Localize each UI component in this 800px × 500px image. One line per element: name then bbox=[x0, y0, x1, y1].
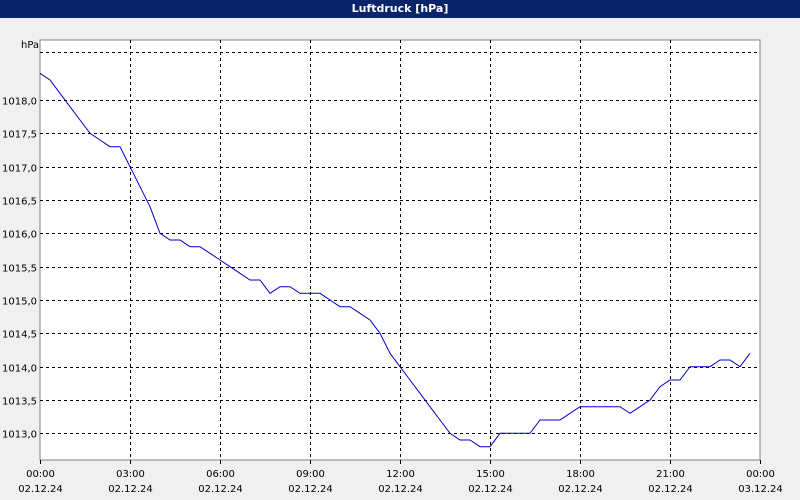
y-tick-label: 1016,5 bbox=[2, 197, 37, 208]
x-tick-date: 02.12.24 bbox=[18, 484, 63, 495]
x-tick-date: 02.12.24 bbox=[558, 484, 603, 495]
y-tick-label: 1016,0 bbox=[2, 230, 37, 241]
y-tick-label: 1013,5 bbox=[2, 397, 37, 408]
x-tick-time: 00:00 bbox=[26, 469, 55, 480]
series-layer bbox=[39, 72, 751, 448]
y-tick-label: 1015,0 bbox=[2, 297, 37, 308]
x-tick-date: 02.12.24 bbox=[198, 484, 243, 495]
x-tick-time: 15:00 bbox=[476, 469, 505, 480]
x-tick-date: 02.12.24 bbox=[108, 484, 153, 495]
y-tick-label: 1015,5 bbox=[2, 264, 37, 275]
x-tick-time: 00:00 bbox=[746, 469, 775, 480]
y-tick-label: 1017,5 bbox=[2, 130, 37, 141]
x-tick-date: 02.12.24 bbox=[378, 484, 423, 495]
y-tick-label: 1018,0 bbox=[2, 97, 37, 108]
x-tick-date: 03.12.24 bbox=[738, 484, 783, 495]
y-tick-label: 1017,0 bbox=[2, 164, 37, 175]
x-tick-date: 02.12.24 bbox=[288, 484, 333, 495]
y-tick-label: 1014,0 bbox=[2, 364, 37, 375]
y-tick-label: 1013,0 bbox=[2, 430, 37, 441]
x-tick-time: 03:00 bbox=[116, 469, 145, 480]
x-tick-time: 12:00 bbox=[386, 469, 415, 480]
x-tick-time: 06:00 bbox=[206, 469, 235, 480]
y-tick-label: 1014,5 bbox=[2, 330, 37, 341]
x-tick-date: 02.12.24 bbox=[648, 484, 693, 495]
x-tick-time: 09:00 bbox=[296, 469, 325, 480]
chart-title: Luftdruck [hPa] bbox=[0, 0, 800, 18]
x-axis-ticks: 00:00 02.12.24 03:00 02.12.24 06:00 02.12.24 0… bbox=[18, 460, 783, 495]
y-axis-label: hPa bbox=[21, 40, 39, 51]
x-tick-time: 21:00 bbox=[656, 469, 685, 480]
x-tick-date: 02.12.24 bbox=[468, 484, 513, 495]
x-tick-time: 18:00 bbox=[566, 469, 595, 480]
y-axis-ticks: 1013,0 1013,5 1014,0 1014,5 1015,0 1015,5 1016… bbox=[2, 97, 37, 441]
series-line bbox=[39, 72, 751, 448]
